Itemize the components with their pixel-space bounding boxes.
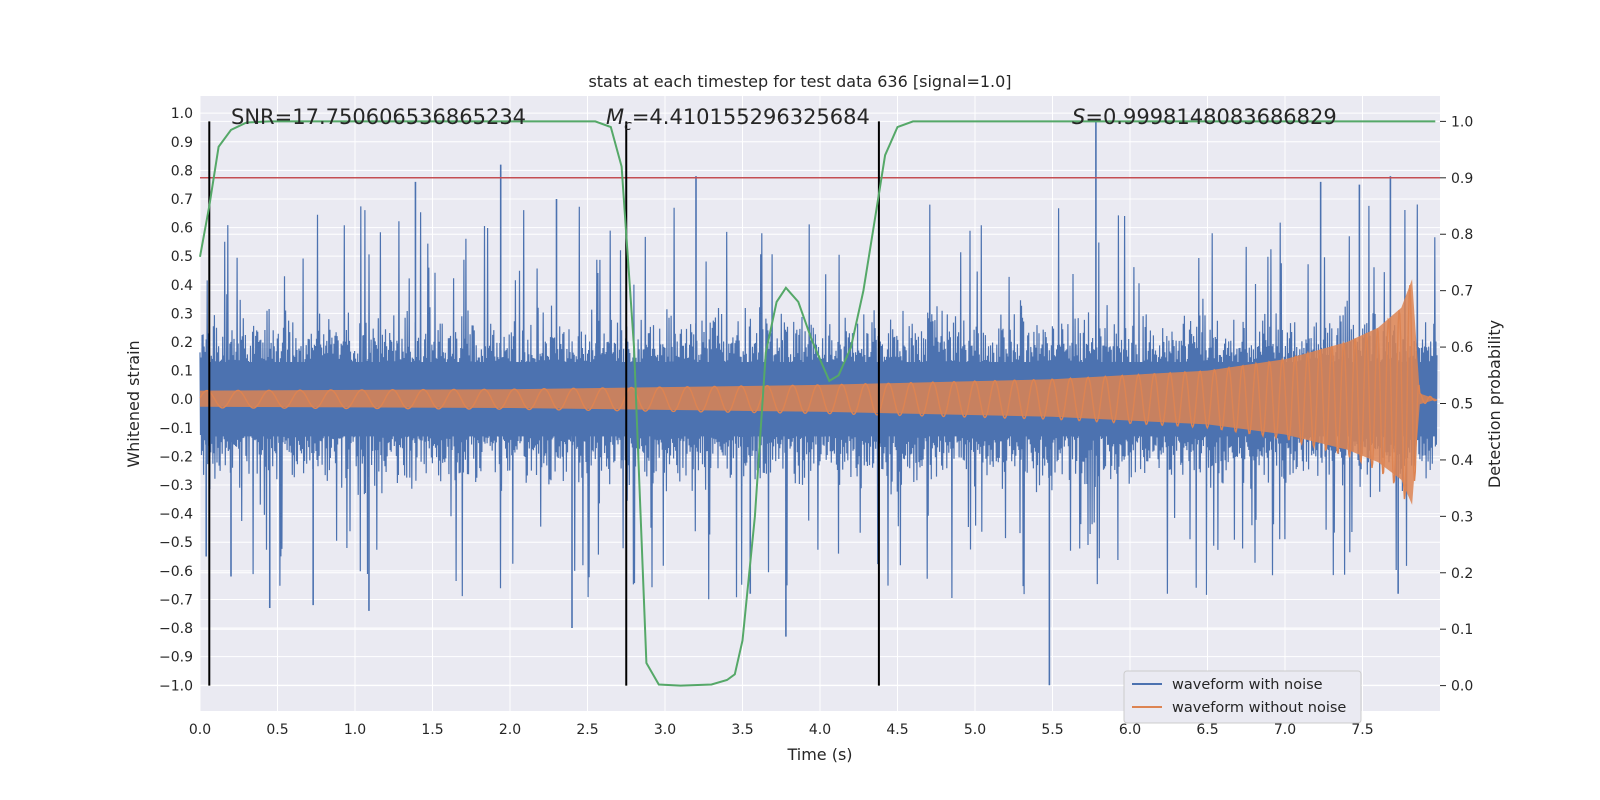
x-tick-label: 1.5 [421,722,443,738]
y-tick-label: 0.1 [171,364,193,380]
chirp-mass-value: =4.410155296325684 [632,105,870,129]
y-right-tick-label: 0.1 [1451,622,1473,638]
s-value: =0.9998148083686829 [1085,105,1336,129]
y-tick-label: 0.3 [171,306,193,322]
y-right-tick-label: 0.4 [1451,453,1473,469]
y-tick-label: −1.0 [159,678,193,694]
y-tick-label: −0.6 [159,564,193,580]
x-tick-label: 6.0 [1119,722,1141,738]
x-tick-label: 5.0 [964,722,986,738]
y-tick-label: 0.4 [171,278,193,294]
y-right-tick-label: 0.3 [1451,509,1473,525]
y-tick-label: 0.8 [171,163,193,179]
y-tick-label: 0.0 [171,392,193,408]
s-symbol: S [1072,105,1085,129]
series-waveform-without-noise [199,279,1438,505]
y-tick-label: 0.6 [171,221,193,237]
y-tick-label: −0.5 [159,535,193,551]
y-tick-label: −0.3 [159,478,193,494]
y-axis-label: Whitened strain [124,340,143,467]
x-tick-label: 3.0 [654,722,676,738]
legend-label-noise: waveform with noise [1172,677,1323,693]
x-tick-label: 3.5 [731,722,753,738]
y-right-tick-label: 0.6 [1451,340,1473,356]
y-tick-label: 0.2 [171,335,193,351]
x-tick-label: 2.0 [499,722,521,738]
x-axis-label: Time (s) [786,745,852,764]
noise-trace [199,204,1438,600]
x-tick-label: 7.0 [1274,722,1296,738]
marker-lines [208,121,880,686]
x-tick-label: 6.5 [1196,722,1218,738]
legend: waveform with noise waveform without noi… [1123,670,1362,724]
s-annotation: S=0.9998148083686829 [1072,105,1337,129]
x-tick-label: 0.0 [189,722,211,738]
y-axis-right-label: Detection probability [1485,320,1504,488]
y-axis-left-ticks: 1.0 0.9 0.8 0.7 0.6 0.5 0.4 0.3 0.2 0.1 0.0 −0.1 −0.… [159,106,193,694]
legend-label-clean: waveform without noise [1172,700,1346,716]
y-right-tick-label: 0.2 [1451,566,1473,582]
x-tick-label: 4.5 [886,722,908,738]
chirp-mass-symbol: M [606,105,624,129]
y-right-tick-label: 0.0 [1451,679,1473,695]
y-axis-right-ticks: 1.0 0.9 0.8 0.7 0.6 0.5 0.4 0.3 0.2 0.1 0.0 [1440,114,1473,695]
chart-title: stats at each timestep for test data 636… [588,72,1011,91]
clean-envelope [200,279,1437,505]
y-tick-label: 0.9 [171,135,193,151]
x-tick-label: 0.5 [266,722,288,738]
y-tick-label: −0.1 [159,421,193,437]
x-axis-ticks: 0.0 0.5 1.0 1.5 2.0 2.5 3.0 3.5 4.0 4.5 5.0 5.5 6.0 6… [189,722,1374,738]
probability-trace [199,120,1436,687]
legend-box [1123,670,1362,724]
y-tick-label: −0.7 [159,592,193,608]
y-right-tick-label: 1.0 [1451,114,1473,130]
snr-annotation: SNR=17.750606536865234 [231,105,526,129]
y-tick-label: 0.7 [171,192,193,208]
y-right-tick-label: 0.5 [1451,397,1473,413]
x-tick-label: 4.0 [809,722,831,738]
y-tick-label: 1.0 [171,106,193,122]
y-tick-label: 0.5 [171,249,193,265]
y-right-tick-label: 0.8 [1451,227,1473,243]
x-tick-label: 7.5 [1351,722,1373,738]
x-tick-label: 5.5 [1041,722,1063,738]
y-tick-label: −0.2 [159,449,193,465]
chirp-mass-subscript: c [624,118,632,134]
y-tick-label: −0.8 [159,621,193,637]
y-tick-label: −0.9 [159,650,193,666]
chirp-mass-annotation: Mc=4.410155296325684 [606,105,870,134]
x-tick-label: 2.5 [576,722,598,738]
y-right-tick-label: 0.7 [1451,284,1473,300]
y-tick-label: −0.4 [159,507,193,523]
x-tick-label: 1.0 [344,722,366,738]
series-detection-probability [199,120,1436,687]
y-right-tick-label: 0.9 [1451,171,1473,187]
